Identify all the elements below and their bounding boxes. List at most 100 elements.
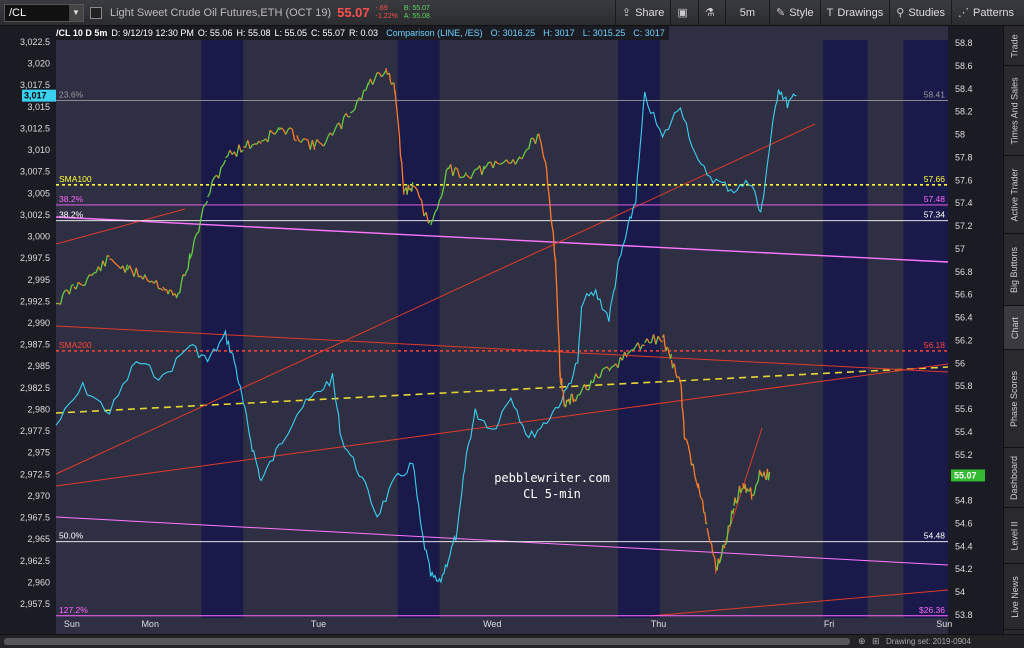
- bid-price: B: 55.07: [403, 4, 430, 12]
- cl-price-segment: [725, 538, 728, 545]
- cl-price-segment: [626, 352, 630, 355]
- cl-price-segment: [628, 349, 632, 354]
- cl-price-segment: [331, 129, 336, 136]
- flask-icon: ⚗: [704, 7, 715, 19]
- cl-price-segment: [692, 463, 696, 477]
- side-tab-big-buttons[interactable]: Big Buttons: [1004, 234, 1024, 306]
- right-axis-tick: 54.8: [955, 496, 973, 506]
- chart-panel[interactable]: 3,022.5 3,020 3,017.5 3,015 3,012.5 3,010 3,00…: [0, 26, 1003, 634]
- cl-price-segment: [367, 78, 372, 86]
- right-axis-tick: 55.2: [955, 450, 973, 460]
- cl-price-segment: [418, 197, 423, 201]
- right-axis-tick: 55.6: [955, 404, 973, 414]
- cl-price-segment: [767, 472, 771, 481]
- wrench-icon: ✎: [775, 7, 786, 19]
- side-tab-active-trader[interactable]: Active Trader: [1004, 156, 1024, 234]
- cl-price-segment: [222, 159, 227, 166]
- cl-price-segment: [249, 144, 253, 150]
- cl-price-segment: [427, 220, 432, 224]
- style-button[interactable]: ✎ Style: [768, 0, 820, 26]
- link-checkbox[interactable]: [90, 6, 102, 19]
- cl-price-segment: [129, 265, 133, 271]
- side-tab-times-and-sales[interactable]: Times And Sales: [1004, 66, 1024, 156]
- cl-price-segment: [142, 273, 146, 280]
- right-axis-tick: 56.2: [955, 335, 973, 345]
- price-chart[interactable]: 3,022.5 3,020 3,017.5 3,015 3,012.5 3,010 3,00…: [0, 26, 1003, 634]
- zoom-icon[interactable]: ⊕: [858, 636, 866, 646]
- cl-price-segment: [401, 162, 404, 180]
- left-axis-tick: 2,977.5: [20, 426, 50, 436]
- cl-price-segment: [202, 204, 206, 208]
- left-axis-tick: 2,987.5: [20, 340, 50, 350]
- cl-price-segment: [667, 348, 670, 355]
- cl-price-segment: [398, 135, 402, 156]
- cl-price-segment: [677, 376, 680, 378]
- chevron-down-icon[interactable]: ▼: [69, 4, 83, 21]
- side-tab-dashboard[interactable]: Dashboard: [1004, 448, 1024, 508]
- cl-price-segment: [318, 141, 322, 145]
- timeframe-button[interactable]: 5m: [724, 0, 769, 26]
- cl-price-segment: [155, 280, 160, 289]
- cl-price-segment: [633, 345, 637, 351]
- image-button[interactable]: ▣: [670, 0, 697, 26]
- level-left-label: SMA100: [59, 174, 92, 184]
- side-tab-phase-scores[interactable]: Phase Scores: [1004, 350, 1024, 448]
- cl-price-segment: [251, 143, 255, 146]
- cl-price-segment: [334, 124, 338, 131]
- es-current-tag: [22, 89, 56, 102]
- side-tab-level-ii[interactable]: Level II: [1004, 508, 1024, 564]
- studies-button[interactable]: ⚲ Studies: [889, 0, 951, 26]
- instrument-description: Light Sweet Crude Oil Futures,ETH (OCT 1…: [110, 6, 332, 19]
- cl-price-segment: [579, 388, 583, 395]
- side-tab-label: Level II: [1009, 520, 1020, 551]
- header-date: D: 9/12/19 12:30 PM: [111, 28, 194, 38]
- x-axis-label: Thu: [651, 619, 667, 629]
- session-band: [903, 40, 948, 618]
- cl-price-segment: [694, 476, 698, 484]
- pan-icon[interactable]: ⊞: [872, 636, 880, 646]
- cl-price-segment: [543, 159, 547, 163]
- trendline-red-4: [55, 208, 186, 245]
- cl-price-segment: [386, 73, 389, 76]
- cl-price-segment: [169, 289, 172, 292]
- patterns-button[interactable]: ⋰ Patterns: [951, 0, 1024, 26]
- cl-price-segment: [706, 528, 709, 535]
- side-tab-label: Trade: [1009, 33, 1020, 58]
- horizontal-scrollbar[interactable]: [4, 638, 850, 645]
- cl-price-segment: [752, 494, 755, 497]
- left-axis-tick: 2,997.5: [20, 253, 50, 263]
- right-axis-tick: 57.6: [955, 175, 973, 185]
- cl-price-segment: [562, 389, 564, 393]
- cl-price-segment: [526, 148, 530, 151]
- cl-price-segment: [557, 329, 560, 338]
- share-button[interactable]: ⇪ Share: [614, 0, 671, 26]
- cl-price-segment: [673, 363, 676, 367]
- ask-price: A: 55.08: [403, 12, 430, 20]
- side-tab-live-news[interactable]: Live News: [1004, 564, 1024, 630]
- cl-price-segment: [763, 471, 766, 478]
- drawings-button[interactable]: T Drawings: [819, 0, 890, 26]
- scrollbar-thumb[interactable]: [4, 638, 850, 645]
- session-band: [397, 40, 440, 618]
- watermark-chart-id: CL 5-min: [523, 487, 581, 501]
- drawings-label: Drawings: [837, 6, 884, 19]
- cl-price-segment: [465, 174, 470, 178]
- cl-price-segment: [62, 290, 66, 296]
- flask-button[interactable]: ⚗: [697, 0, 725, 26]
- cl-price-segment: [432, 211, 436, 220]
- side-tab-trade[interactable]: Trade: [1004, 26, 1024, 66]
- trendline-red-6: [649, 589, 949, 617]
- cl-price-segment: [505, 159, 510, 164]
- symbol-input[interactable]: /CL ▼: [4, 3, 84, 22]
- cl-price-segment: [305, 138, 309, 141]
- side-tab-chart[interactable]: Chart: [1004, 306, 1024, 350]
- cl-price-segment: [655, 335, 659, 345]
- cl-price-segment: [639, 344, 644, 350]
- left-axis-tick: 3,010: [27, 145, 50, 155]
- cl-price-segment: [421, 200, 425, 217]
- cl-price-segment: [360, 90, 365, 101]
- cl-price-segment: [225, 155, 229, 159]
- level-right-label: 54.48: [924, 531, 946, 541]
- level-right-label: 57.48: [924, 194, 946, 204]
- cl-price-segment: [538, 133, 541, 140]
